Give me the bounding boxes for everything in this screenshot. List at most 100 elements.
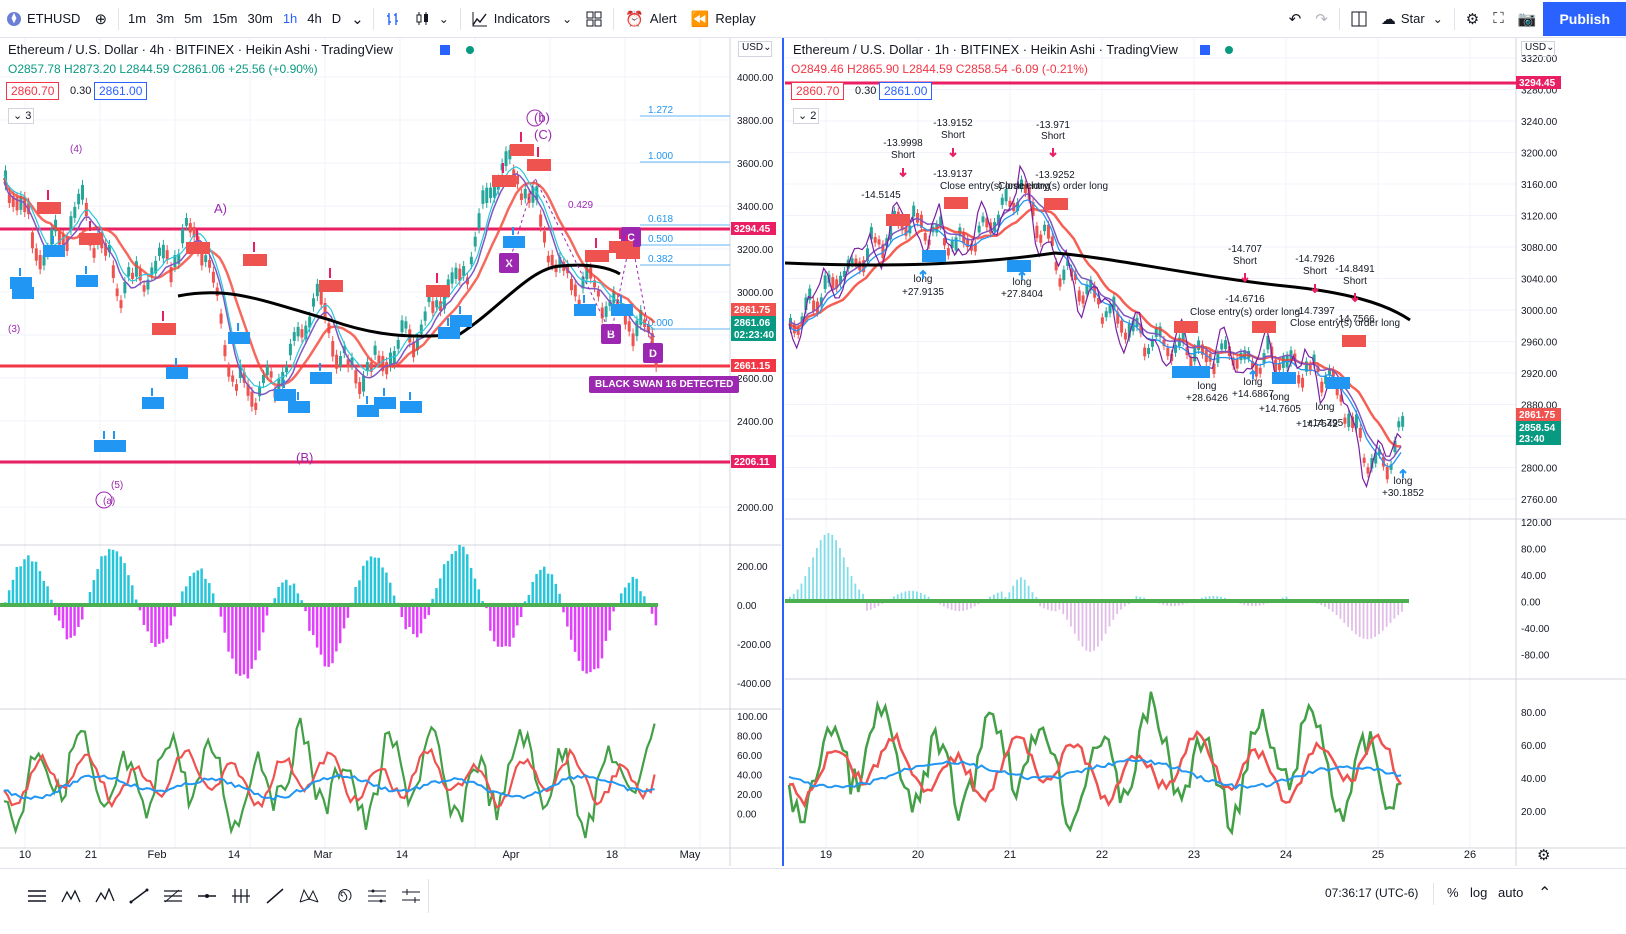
rsi-line[interactable] xyxy=(788,758,1402,790)
measure-tool-icon[interactable] xyxy=(398,883,424,909)
buy-signal-badge[interactable] xyxy=(310,372,332,384)
compare-symbol-button[interactable]: ⊕ xyxy=(87,0,114,38)
buy-signal-badge[interactable] xyxy=(1272,372,1296,384)
buy-signal-badge[interactable] xyxy=(43,245,65,257)
sell-signal-badge[interactable] xyxy=(492,175,516,187)
left-indicators-toggle[interactable]: ⌄ 3 xyxy=(8,108,34,124)
buy-signal-badge[interactable] xyxy=(357,405,379,417)
ma-line[interactable] xyxy=(788,199,1402,468)
sell-signal-badge[interactable] xyxy=(886,214,910,226)
interval-3m[interactable]: 3m xyxy=(156,11,175,26)
buy-signal-badge[interactable] xyxy=(274,389,296,401)
trend-menu-icon[interactable] xyxy=(24,883,50,909)
pattern-point-marker[interactable] xyxy=(643,343,663,363)
sell-signal-badge[interactable] xyxy=(609,241,633,253)
buy-signal-badge[interactable] xyxy=(1007,260,1031,272)
buy-signal-badge[interactable] xyxy=(12,287,34,299)
sell-signal-badge[interactable] xyxy=(426,285,450,297)
sell-signal-badge[interactable] xyxy=(1252,321,1276,333)
expand-icon[interactable]: ⌃ xyxy=(1538,885,1552,902)
auto-scale-toggle[interactable]: auto xyxy=(1498,885,1524,900)
ema-line[interactable] xyxy=(2,177,656,387)
sell-signal-badge[interactable] xyxy=(585,250,609,262)
sell-signal-badge[interactable] xyxy=(1044,198,1068,210)
sell-signal-badge[interactable] xyxy=(944,197,968,209)
sell-signal-badge[interactable] xyxy=(37,202,61,214)
sell-signal-badge[interactable] xyxy=(1342,335,1366,347)
rsi-line[interactable] xyxy=(3,773,655,801)
ray-tool-icon[interactable] xyxy=(262,883,288,909)
sell-signal-badge[interactable] xyxy=(510,144,534,156)
left-chart-canvas[interactable]: 4000.003800.003600.003400.003200.003000.… xyxy=(0,38,781,866)
sell-signal-badge[interactable] xyxy=(243,254,267,266)
ma-line[interactable] xyxy=(3,172,656,396)
sell-signal-badge[interactable] xyxy=(1174,321,1198,333)
buy-signal-badge[interactable] xyxy=(611,304,633,316)
right-indicators-toggle[interactable]: ⌄ 2 xyxy=(793,108,819,124)
interval-1m[interactable]: 1m xyxy=(128,11,147,26)
right-chart-canvas[interactable]: 3320.00 3280.00 3240.00 3200.00 3160.00 3120.… xyxy=(785,38,1626,866)
indicators-button[interactable]: Indicators ⌄ xyxy=(465,0,579,38)
undo-button[interactable]: ↶ xyxy=(1282,0,1309,38)
redo-button[interactable]: ↷ xyxy=(1308,0,1335,38)
chart-split-divider[interactable] xyxy=(782,38,784,866)
percent-scale-toggle[interactable]: % xyxy=(1447,885,1459,900)
interval-30m[interactable]: 30m xyxy=(247,11,273,26)
horizontal-line-icon[interactable] xyxy=(194,883,220,909)
buy-signal-badge[interactable] xyxy=(922,250,946,262)
pitchfork-icon[interactable] xyxy=(228,883,254,909)
buy-signal-badge[interactable] xyxy=(104,440,126,452)
position-tool-icon[interactable] xyxy=(364,883,390,909)
alert-button[interactable]: ⏰ Alert xyxy=(618,0,683,38)
right-sell-price[interactable]: 2860.70 xyxy=(791,82,845,100)
buy-signal-badge[interactable] xyxy=(450,315,472,327)
buy-signal-badge[interactable] xyxy=(228,332,250,344)
publish-button[interactable]: Publish xyxy=(1543,1,1626,36)
stoch-k-line[interactable] xyxy=(3,717,656,839)
candle-style-button[interactable]: ⌄ xyxy=(408,0,456,38)
bar-style-button[interactable] xyxy=(378,0,408,38)
buy-signal-badge[interactable] xyxy=(503,236,525,248)
ma-line[interactable] xyxy=(788,193,1402,462)
buy-signal-badge[interactable] xyxy=(76,275,98,287)
buy-signal-badge[interactable] xyxy=(438,327,460,339)
clock-readout[interactable]: 07:36:17 (UTC-6) xyxy=(1325,886,1419,900)
buy-signal-badge[interactable] xyxy=(166,367,188,379)
sell-signal-badge[interactable] xyxy=(186,242,210,254)
stoch-d-line[interactable] xyxy=(3,747,656,809)
interval-5m[interactable]: 5m xyxy=(184,11,203,26)
buy-signal-badge[interactable] xyxy=(374,397,396,409)
stoch-k-line[interactable] xyxy=(787,691,1402,836)
snapshot-button[interactable]: 📷 xyxy=(1511,0,1544,38)
fullscreen-button[interactable]: ⛶ xyxy=(1486,0,1511,38)
pattern-tool-icon[interactable] xyxy=(58,883,84,909)
symbol-search[interactable]: ⧫ ETHUSD xyxy=(0,0,87,38)
templates-button[interactable] xyxy=(579,0,609,38)
layout-button[interactable] xyxy=(1344,0,1374,38)
buy-signal-badge[interactable] xyxy=(1326,377,1350,389)
left-sell-price[interactable]: 2860.70 xyxy=(6,82,60,100)
buy-signal-badge[interactable] xyxy=(574,304,596,316)
cloud-star-button[interactable]: ☁ Star ⌄ xyxy=(1374,0,1450,38)
buy-signal-badge[interactable] xyxy=(142,397,164,409)
left-buy-price[interactable]: 2861.00 xyxy=(94,82,148,100)
long-ma-line[interactable] xyxy=(785,251,1411,322)
fib-tool-icon[interactable] xyxy=(160,883,186,909)
buy-signal-badge[interactable] xyxy=(10,277,32,289)
buy-signal-badge[interactable] xyxy=(1186,366,1210,378)
buy-signal-badge[interactable] xyxy=(288,401,310,413)
settings-button[interactable]: ⚙ xyxy=(1459,0,1486,38)
interval-15m[interactable]: 15m xyxy=(212,11,238,26)
flag-icon[interactable] xyxy=(1200,45,1210,55)
pattern-point-marker[interactable] xyxy=(601,324,621,344)
log-scale-toggle[interactable]: log xyxy=(1470,885,1488,900)
elliott-wave-icon[interactable] xyxy=(92,883,118,909)
right-currency-select[interactable]: USD⌄ xyxy=(1521,41,1555,57)
right-buy-price[interactable]: 2861.00 xyxy=(879,82,933,100)
trend-line-icon[interactable] xyxy=(126,883,152,909)
sell-signal-badge[interactable] xyxy=(152,323,176,335)
left-currency-select[interactable]: USD⌄ xyxy=(738,41,772,57)
sell-signal-badge[interactable] xyxy=(79,233,103,245)
interval-1h[interactable]: 1h xyxy=(282,11,298,26)
sell-signal-badge[interactable] xyxy=(319,280,343,292)
